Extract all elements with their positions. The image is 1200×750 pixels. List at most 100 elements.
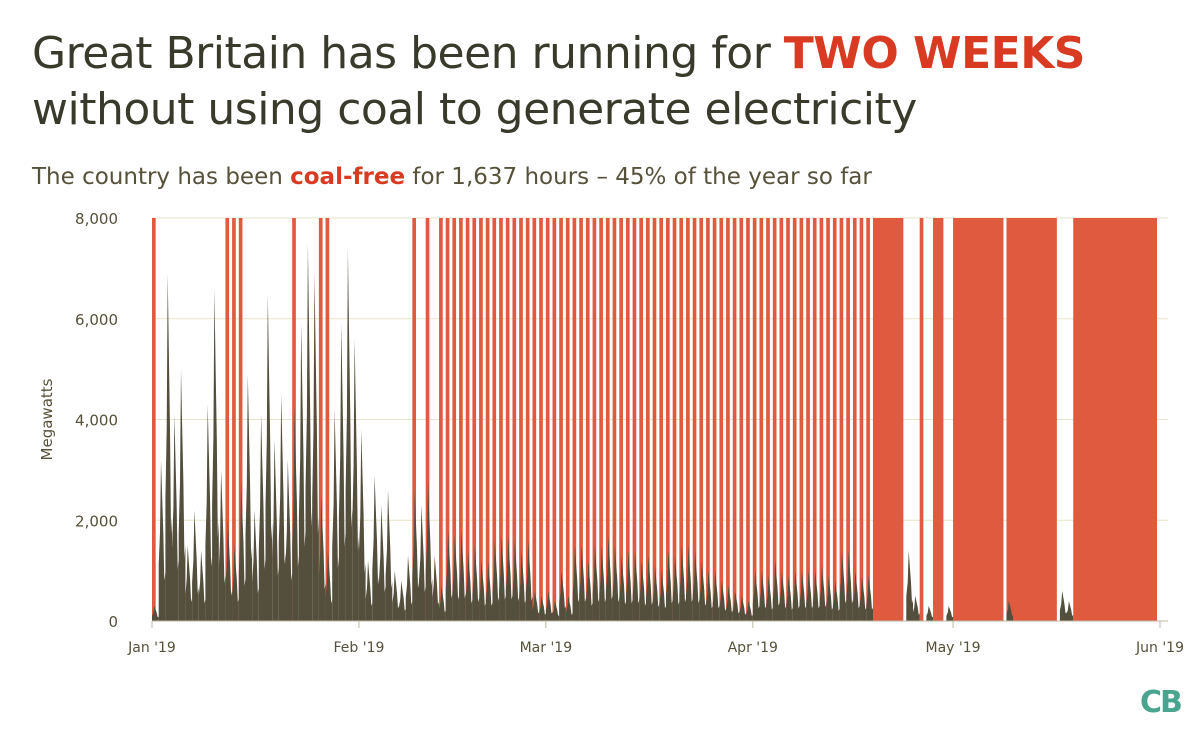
coal-generation-area xyxy=(766,575,773,621)
coal-free-period xyxy=(772,218,777,621)
coal-free-period xyxy=(445,218,450,621)
coal-free-period xyxy=(599,218,603,621)
coal-free-period xyxy=(238,218,243,621)
coal-generation-area xyxy=(212,288,219,621)
coal-free-period xyxy=(766,218,770,621)
coal-generation-area xyxy=(325,550,333,621)
coal-free-period xyxy=(692,218,697,621)
coal-generation-area xyxy=(345,248,353,621)
coal-generation-area xyxy=(599,545,606,621)
y-tick-label: 4,000 xyxy=(75,412,118,430)
coal-generation-area xyxy=(619,555,626,621)
coal-generation-area xyxy=(372,474,379,621)
coal-generation-area xyxy=(192,510,199,621)
coal-generation-area xyxy=(352,338,359,621)
coal-free-period xyxy=(712,218,717,621)
x-tick-label: Feb '19 xyxy=(333,640,384,656)
y-axis-label: Megawatts xyxy=(38,378,56,460)
coal-generation-area xyxy=(198,550,206,621)
title-line2: without using coal to generate electrici… xyxy=(32,84,917,135)
coal-generation-area xyxy=(605,535,613,621)
coal-free-period xyxy=(826,218,830,621)
coal-generation-area xyxy=(225,520,233,621)
coal-generation-area xyxy=(492,540,500,621)
coal-generation-area xyxy=(672,555,680,621)
coal-generation-area xyxy=(732,590,740,621)
coal-free-period xyxy=(579,218,583,621)
coal-generation-area xyxy=(452,535,460,621)
coal-free-period xyxy=(666,218,670,621)
x-tick-label: Jun '19 xyxy=(1135,640,1184,656)
coal-free-period xyxy=(539,218,543,621)
coal-generation-area xyxy=(786,575,793,621)
coal-generation-area xyxy=(866,575,873,621)
coal-generation-area xyxy=(178,369,186,621)
coal-generation-area xyxy=(572,545,580,621)
coal-generation-area xyxy=(752,570,760,621)
coal-generation-area xyxy=(519,550,526,621)
coal-free-period xyxy=(232,218,236,621)
coal-generation-area xyxy=(358,429,366,621)
coal-free-period xyxy=(859,218,864,621)
coal-generation-area xyxy=(505,535,513,621)
coal-free-period xyxy=(739,218,744,621)
coal-generation-area xyxy=(238,480,246,621)
coal-generation-area xyxy=(379,505,386,621)
coal-generation-area xyxy=(265,293,273,621)
coal-generation-area xyxy=(479,560,486,621)
coal-generation-area xyxy=(539,595,546,621)
coal-free-period xyxy=(933,218,944,621)
coal-generation-area xyxy=(926,605,933,621)
coal-generation-area xyxy=(1059,590,1067,621)
coal-free-period xyxy=(759,218,764,621)
coal-generation-area xyxy=(906,550,913,621)
coal-generation-area xyxy=(666,550,673,621)
coal-generation-area xyxy=(405,555,413,621)
coal-free-period xyxy=(652,218,657,621)
coal-free-period xyxy=(732,218,737,621)
coal-free-period xyxy=(479,218,483,621)
x-tick-label: Apr '19 xyxy=(728,640,778,656)
coal-free-period xyxy=(799,218,804,621)
coal-generation-area xyxy=(465,550,473,621)
coal-generation-area xyxy=(806,570,813,621)
coal-free-period xyxy=(505,218,510,621)
coal-generation-area xyxy=(819,565,827,621)
coal-free-period xyxy=(545,218,550,621)
coal-generation-area xyxy=(639,560,646,621)
coal-generation-area xyxy=(218,469,226,621)
coal-generation-area xyxy=(612,545,620,621)
coal-free-period xyxy=(672,218,677,621)
coal-free-period xyxy=(572,218,577,621)
coal-generation-area xyxy=(312,273,319,621)
coal-generation-area xyxy=(812,570,820,621)
coal-generation-area xyxy=(746,600,753,621)
coal-free-period xyxy=(485,218,490,621)
coal-generation-area xyxy=(298,323,306,621)
coal-generation-area xyxy=(439,585,446,621)
y-tick-label: 0 xyxy=(108,613,118,631)
chart-title: Great Britain has been running for TWO W… xyxy=(32,26,1182,138)
coal-generation-area xyxy=(852,570,860,621)
coal-free-period xyxy=(752,218,757,621)
coal-free-period xyxy=(492,218,497,621)
coal-generation-area xyxy=(272,439,279,621)
x-tick-label: May '19 xyxy=(926,640,981,656)
coal-generation-area xyxy=(512,540,520,621)
coal-generation-area xyxy=(205,404,213,621)
coal-generation-area xyxy=(445,530,453,621)
coal-free-period xyxy=(459,218,463,621)
coal-free-period xyxy=(659,218,664,621)
y-tick-label: 6,000 xyxy=(75,311,118,329)
coal-generation-area xyxy=(726,585,733,621)
coal-generation-area xyxy=(1006,600,1014,621)
coal-generation-area xyxy=(499,535,506,621)
coal-generation-area xyxy=(846,550,853,621)
coal-free-period xyxy=(839,218,844,621)
coal-generation-area xyxy=(712,570,720,621)
coal-free-period xyxy=(425,218,430,621)
coal-free-period xyxy=(152,218,156,621)
coal-generation-area xyxy=(419,505,426,621)
coal-generation-area xyxy=(646,555,653,621)
